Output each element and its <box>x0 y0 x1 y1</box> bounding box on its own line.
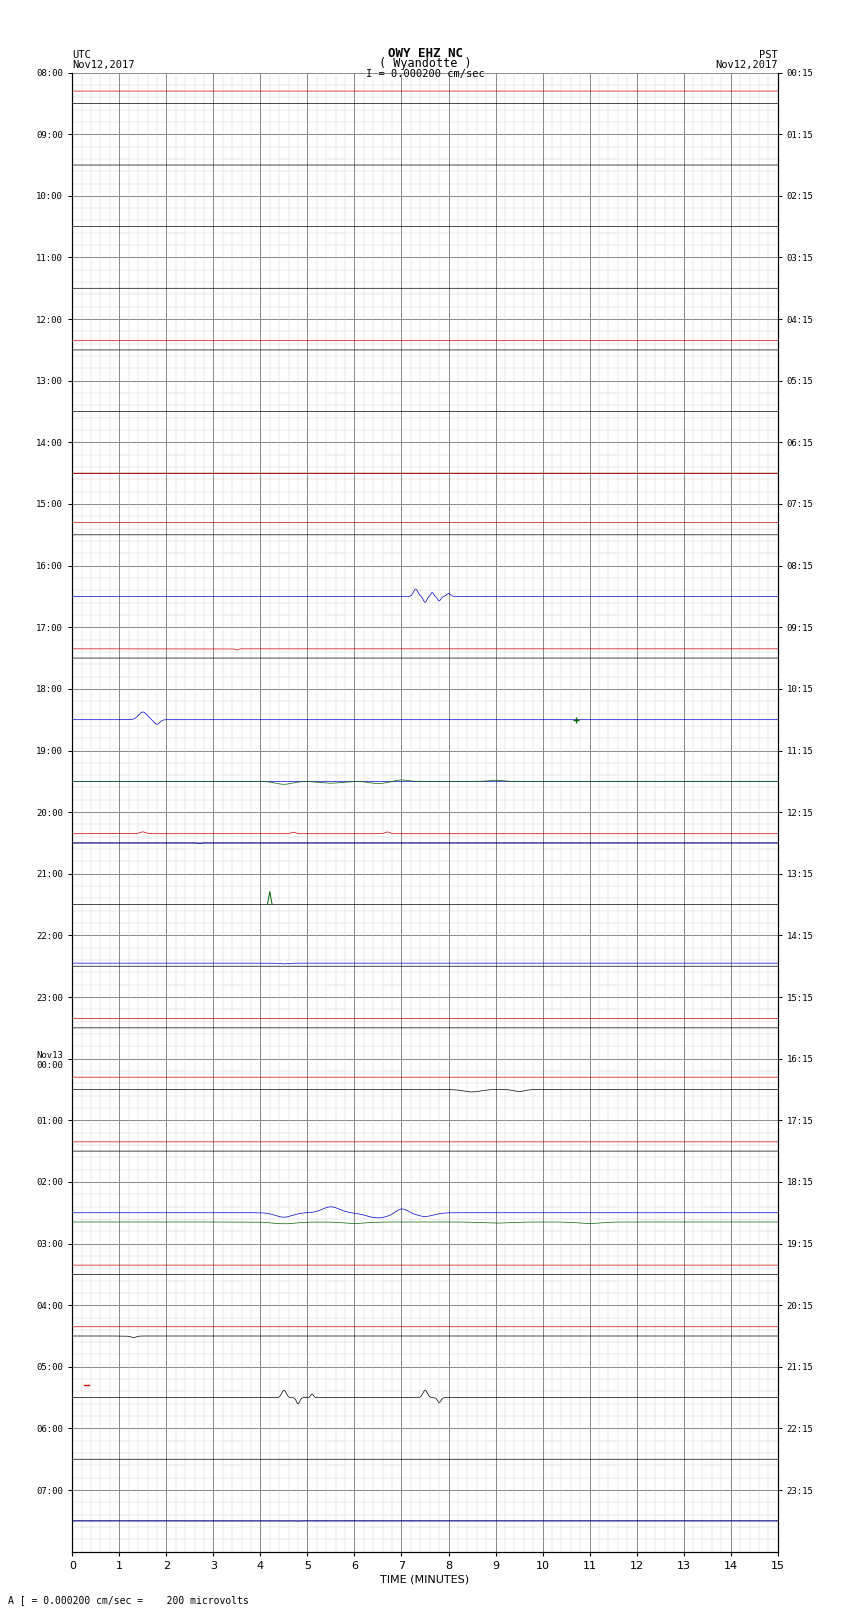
Text: Nov12,2017: Nov12,2017 <box>715 60 778 71</box>
Text: A [ = 0.000200 cm/sec =    200 microvolts: A [ = 0.000200 cm/sec = 200 microvolts <box>8 1595 249 1605</box>
Text: PST: PST <box>759 50 778 60</box>
Text: I = 0.000200 cm/sec: I = 0.000200 cm/sec <box>366 69 484 79</box>
X-axis label: TIME (MINUTES): TIME (MINUTES) <box>381 1574 469 1586</box>
Text: ( Wyandotte ): ( Wyandotte ) <box>379 56 471 71</box>
Text: Nov12,2017: Nov12,2017 <box>72 60 135 71</box>
Text: UTC: UTC <box>72 50 91 60</box>
Text: OWY EHZ NC: OWY EHZ NC <box>388 47 462 60</box>
